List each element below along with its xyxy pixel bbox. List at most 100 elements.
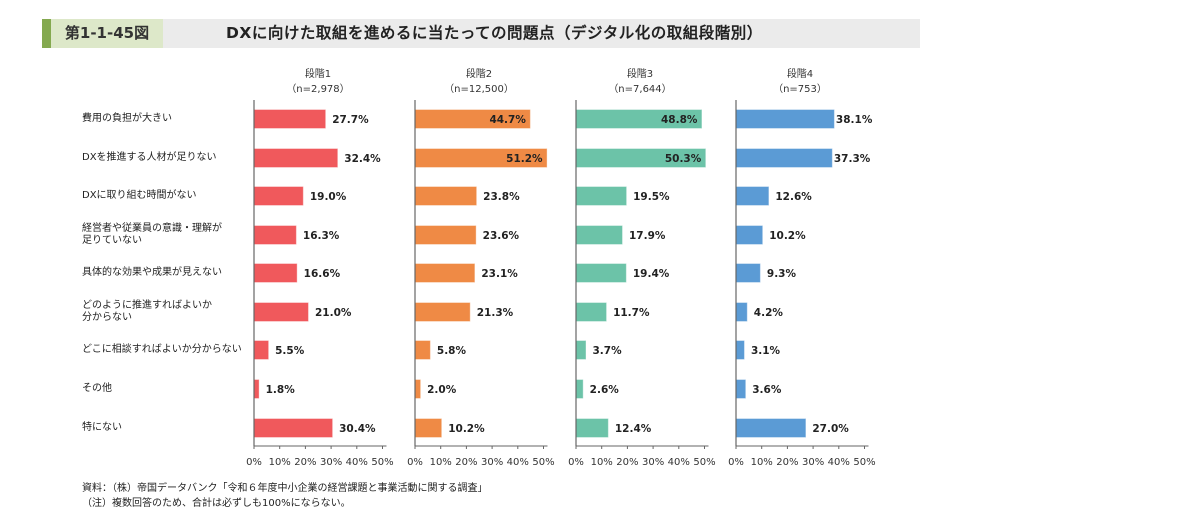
bar — [735, 109, 835, 129]
data-label: 16.3% — [303, 230, 340, 242]
bar — [414, 302, 471, 322]
title-bar — [42, 19, 920, 48]
bar — [414, 340, 431, 360]
data-label: 9.3% — [767, 268, 797, 280]
data-label: 51.2% — [506, 153, 543, 165]
bar — [414, 186, 477, 206]
category-label: 費用の負担が大きい — [82, 113, 172, 124]
data-label: 38.1% — [836, 114, 873, 126]
data-label: 23.8% — [483, 191, 520, 203]
category-label: 経営者や従業員の意識・理解が 足りていない — [82, 223, 222, 246]
panel-header: 段階1 （n=2,978） — [258, 67, 378, 97]
bar — [253, 302, 309, 322]
data-label: 32.4% — [344, 153, 381, 165]
data-label: 5.8% — [437, 345, 467, 357]
bar — [414, 263, 475, 283]
bar — [253, 186, 304, 206]
category-label: DXに取り組む時間がない — [82, 190, 197, 201]
bar — [253, 340, 269, 360]
x-tick-label: 0% — [568, 457, 584, 468]
data-label: 27.7% — [332, 114, 369, 126]
bar — [575, 418, 609, 438]
data-label: 37.3% — [834, 153, 871, 165]
bar — [575, 263, 627, 283]
category-label: 具体的な効果や成果が見えない — [82, 267, 222, 278]
source-note: 資料：（株）帝国データバンク「令和６年度中小企業の経営課題と事業活動に関する調査… — [82, 483, 488, 494]
series-sample-size: （n=753） — [773, 84, 827, 95]
data-label: 19.4% — [633, 268, 670, 280]
x-tick-label: 50% — [371, 457, 393, 468]
bar — [735, 263, 761, 283]
figure-title: DXに向けた取組を進めるに当たっての問題点（デジタル化の取組段階別） — [226, 24, 763, 42]
data-label: 19.5% — [633, 191, 670, 203]
data-label: 2.0% — [427, 384, 457, 396]
data-label: 3.6% — [752, 384, 782, 396]
bar — [253, 225, 297, 245]
x-tick-label: 10% — [269, 457, 291, 468]
data-label: 30.4% — [339, 423, 376, 435]
data-label: 10.2% — [769, 230, 806, 242]
data-label: 5.5% — [275, 345, 305, 357]
category-label: 特にない — [82, 422, 122, 433]
x-tick-label: 0% — [246, 457, 262, 468]
x-tick-label: 40% — [346, 457, 368, 468]
bar — [414, 418, 442, 438]
data-label: 19.0% — [310, 191, 347, 203]
data-label: 3.1% — [751, 345, 781, 357]
x-tick-label: 50% — [532, 457, 554, 468]
x-tick-label: 20% — [455, 457, 477, 468]
bar — [735, 379, 746, 399]
data-label: 23.6% — [483, 230, 520, 242]
data-label: 27.0% — [812, 423, 849, 435]
bar — [575, 302, 607, 322]
category-label: どのように推進すればよいか 分からない — [82, 300, 212, 323]
data-label: 44.7% — [489, 114, 526, 126]
bar — [735, 302, 748, 322]
data-label: 12.4% — [615, 423, 652, 435]
bar — [253, 418, 333, 438]
bar — [414, 225, 477, 245]
x-tick-label: 30% — [642, 457, 664, 468]
data-label: 3.7% — [593, 345, 623, 357]
bar — [735, 418, 806, 438]
data-label: 10.2% — [448, 423, 485, 435]
data-label: 48.8% — [661, 114, 698, 126]
x-tick-label: 50% — [693, 457, 715, 468]
x-tick-label: 10% — [591, 457, 613, 468]
category-label: DXを推進する人材が足りない — [82, 152, 217, 163]
bar — [735, 340, 745, 360]
bar — [414, 379, 421, 399]
series-name: 段階2 — [465, 69, 493, 80]
bar — [253, 263, 298, 283]
bar — [253, 148, 338, 168]
bar — [575, 225, 623, 245]
panel-header: 段階2 （n=12,500） — [419, 67, 539, 97]
panel-header: 段階4 （n=753） — [740, 67, 860, 97]
x-tick-label: 20% — [776, 457, 798, 468]
data-label: 1.8% — [266, 384, 296, 396]
series-name: 段階1 — [304, 69, 332, 80]
data-label: 21.0% — [315, 307, 352, 319]
bar — [575, 340, 587, 360]
data-label: 12.6% — [775, 191, 812, 203]
panel-header: 段階3 （n=7,644） — [580, 67, 700, 97]
x-tick-label: 30% — [802, 457, 824, 468]
x-tick-label: 50% — [853, 457, 875, 468]
x-tick-label: 20% — [616, 457, 638, 468]
bar — [735, 186, 769, 206]
bar — [253, 379, 260, 399]
bar — [735, 148, 833, 168]
footnote: （注）複数回答のため、合計は必ずしも100%にならない。 — [82, 498, 351, 509]
bar — [735, 225, 763, 245]
series-name: 段階4 — [786, 69, 814, 80]
x-tick-label: 40% — [828, 457, 850, 468]
x-tick-label: 30% — [320, 457, 342, 468]
data-label: 2.6% — [590, 384, 620, 396]
title-accent — [42, 19, 51, 48]
category-label: その他 — [82, 383, 112, 394]
series-name: 段階3 — [626, 69, 654, 80]
figure-number: 第1-1-45図 — [51, 19, 163, 48]
series-sample-size: （n=7,644） — [608, 84, 672, 95]
bar — [253, 109, 326, 129]
